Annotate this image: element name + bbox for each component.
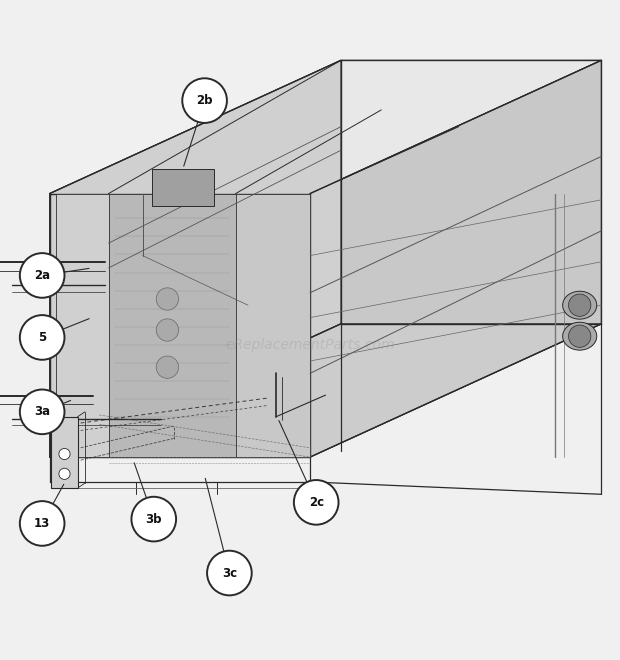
Circle shape <box>59 468 70 479</box>
Text: 2c: 2c <box>309 496 324 509</box>
Circle shape <box>20 253 64 298</box>
Circle shape <box>294 480 339 525</box>
Text: eReplacementParts.com: eReplacementParts.com <box>225 339 395 352</box>
Circle shape <box>569 294 591 316</box>
Ellipse shape <box>563 291 596 319</box>
Circle shape <box>156 356 179 378</box>
Ellipse shape <box>563 322 596 350</box>
Circle shape <box>182 79 227 123</box>
Text: 2a: 2a <box>34 269 50 282</box>
Polygon shape <box>50 324 601 457</box>
Polygon shape <box>310 60 601 457</box>
Circle shape <box>20 389 64 434</box>
Circle shape <box>156 288 179 310</box>
Polygon shape <box>50 60 601 193</box>
Circle shape <box>156 319 179 341</box>
Circle shape <box>20 315 64 360</box>
Polygon shape <box>51 417 78 488</box>
Circle shape <box>569 325 591 347</box>
Circle shape <box>20 501 64 546</box>
Circle shape <box>131 497 176 541</box>
Polygon shape <box>152 169 214 206</box>
Circle shape <box>59 448 70 459</box>
Text: 13: 13 <box>34 517 50 530</box>
Text: 3a: 3a <box>34 405 50 418</box>
Text: 5: 5 <box>38 331 46 344</box>
Polygon shape <box>108 193 236 457</box>
Polygon shape <box>50 60 341 457</box>
Text: 3c: 3c <box>222 566 237 579</box>
Text: 2b: 2b <box>197 94 213 107</box>
Polygon shape <box>236 193 310 457</box>
Text: 3b: 3b <box>146 513 162 525</box>
Polygon shape <box>50 193 310 457</box>
Polygon shape <box>56 193 108 457</box>
Circle shape <box>207 550 252 595</box>
